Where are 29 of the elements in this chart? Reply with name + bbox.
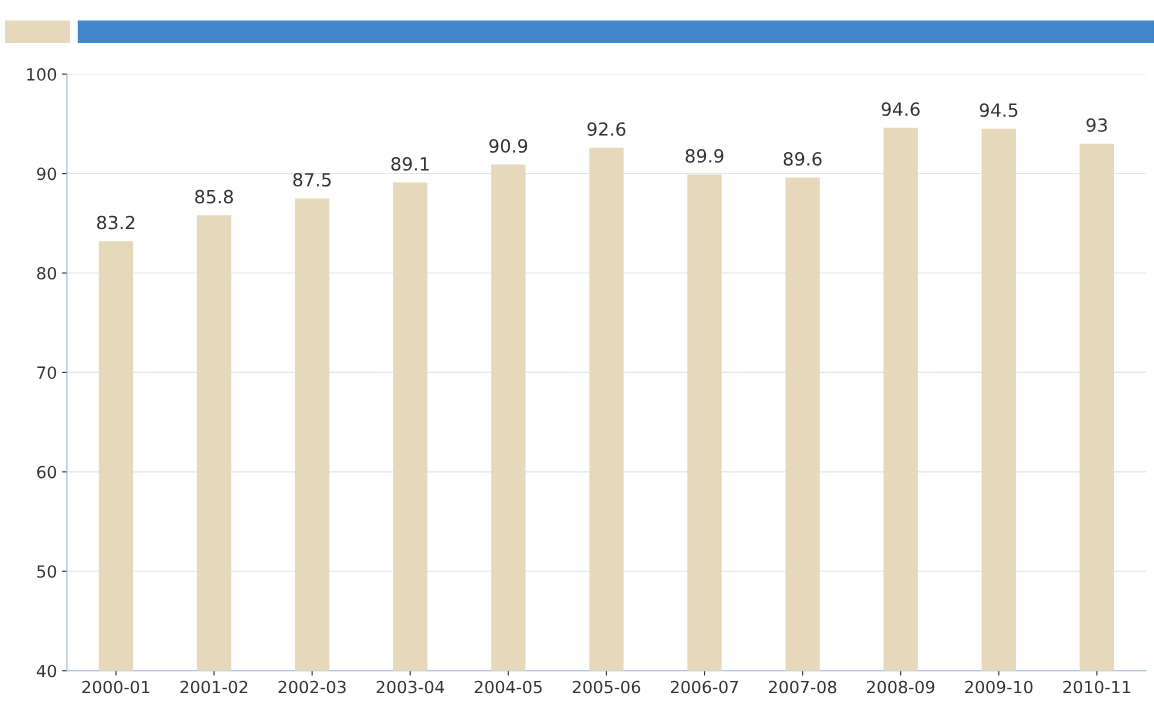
x-tick-label: 2009-10 [965, 680, 1033, 694]
x-tick-label: 2000-01 [82, 680, 150, 694]
data-label: 89.1 [391, 157, 429, 171]
x-tick-label: 2001-02 [180, 680, 248, 694]
data-label: 90.9 [489, 139, 528, 153]
x-tick-label: 2007-08 [769, 680, 837, 694]
data-label: 89.9 [685, 149, 724, 163]
data-label: 94.5 [979, 103, 1018, 117]
x-tick-label: 2008-09 [867, 680, 935, 694]
x-tick-label: 2004-05 [474, 680, 542, 694]
x-tick-label: 2010-11 [1063, 680, 1131, 694]
y-tick-label: 90 [37, 167, 57, 181]
y-tick-label: 40 [36, 664, 57, 678]
data-label: 85.8 [195, 189, 233, 204]
y-tick-label: 80 [37, 266, 57, 280]
data-label: 93 [1086, 118, 1107, 132]
x-tick-label: 2006-07 [670, 680, 738, 694]
data-label: 87.5 [293, 172, 331, 187]
data-label: 89.6 [783, 152, 822, 166]
y-tick-label: 60 [37, 465, 57, 479]
y-tick-label: 100 [27, 68, 57, 81]
y-tick-label: 50 [37, 565, 57, 578]
data-label: 83.2 [97, 215, 135, 230]
data-label: 92.6 [587, 122, 626, 136]
data-label: 94.6 [881, 102, 920, 116]
x-tick-label: 2002-03 [278, 680, 346, 694]
x-tick-label: 2005-06 [572, 680, 641, 694]
x-tick-label: 2003-04 [376, 680, 445, 694]
y-tick-label: 70 [37, 366, 57, 379]
